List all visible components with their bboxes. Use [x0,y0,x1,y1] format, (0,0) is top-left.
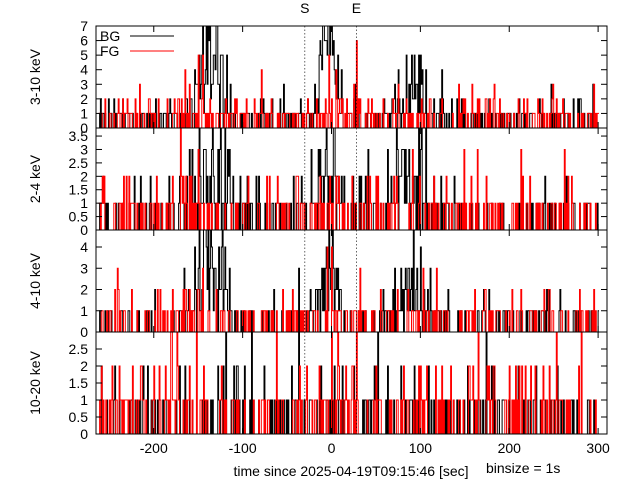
x-axis-label: time since 2025-04-19T09:15:46 [sec] [233,463,468,479]
x-tick-label: 0 [328,440,336,456]
y-tick-label: 7 [80,18,88,34]
marker-label-s: S [300,0,309,16]
y-tick-label: 1 [80,303,88,319]
y-tick-label: 3 [80,260,88,276]
x-tick-label: -100 [229,440,257,456]
series-fg-panel-2 [98,127,599,231]
y-tick-label: 1.5 [69,375,89,391]
y-tick-label: 0 [80,426,88,442]
binsize-label: binsize = 1s [486,460,560,476]
y-tick-label: 2.5 [69,155,89,171]
y-tick-label: 2.5 [69,341,89,357]
y-tick-label: 1 [80,195,88,211]
y-tick-label: 0 [80,324,88,340]
y-tick-label: 2 [80,282,88,298]
y-tick-label: 0.5 [69,209,89,225]
y-tick-label: 3.5 [69,128,89,144]
x-tick-label: 300 [586,440,610,456]
panel-ylabel: 10-20 keV [27,350,43,414]
legend-label-bg: BG [100,28,120,44]
marker-label-e: E [352,0,361,16]
x-tick-label: 200 [498,440,522,456]
y-tick-label: 0 [80,120,88,136]
x-tick-label: -200 [140,440,168,456]
y-tick-label: 0.5 [69,409,89,425]
y-tick-label: 1 [80,392,88,408]
y-tick-label: 2 [80,358,88,374]
y-tick-label: 4 [80,239,88,255]
y-tick-label: 0 [80,222,88,238]
panel-ylabel: 2-4 keV [27,154,43,203]
y-tick-label: 6 [80,33,88,49]
y-tick-label: 3 [80,141,88,157]
x-tick-label: 100 [409,440,433,456]
legend-label-fg: FG [100,43,119,59]
series-fg-panel-3 [98,246,599,333]
y-tick-label: 2 [80,168,88,184]
y-tick-label: 4 [80,62,88,78]
series-fg-panel-1 [98,40,599,129]
y-tick-label: 3 [80,76,88,92]
panel-ylabel: 3-10 keV [27,48,43,105]
series-fg-panel-4 [98,331,599,435]
panel-ylabel: 4-10 keV [27,252,43,309]
panel-frame-1 [95,25,608,129]
y-tick-label: 1 [80,105,88,121]
y-tick-label: 1.5 [69,182,89,198]
y-tick-label: 5 [80,47,88,63]
y-tick-label: 2 [80,91,88,107]
